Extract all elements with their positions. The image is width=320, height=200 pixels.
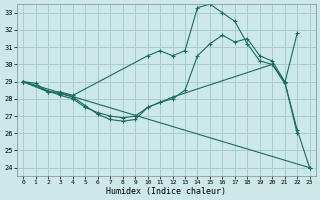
X-axis label: Humidex (Indice chaleur): Humidex (Indice chaleur) [106,187,226,196]
